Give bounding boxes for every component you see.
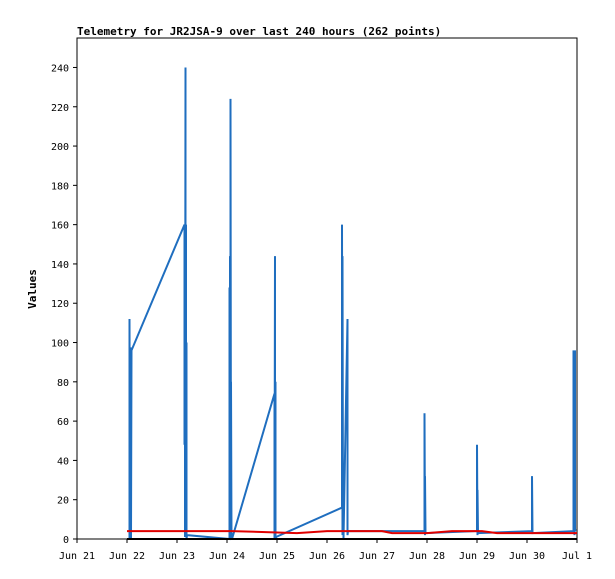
x-tick-label: Jun 22 [109,551,145,562]
y-tick-label: 160 [51,221,69,232]
x-tick-label: Jun 29 [459,551,495,562]
x-tick-label: Jun 27 [359,551,395,562]
y-tick-label: 80 [57,378,69,389]
y-tick-label: 40 [57,456,69,467]
x-tick-label: Jun 24 [209,551,245,562]
plot-area-frame [76,37,578,540]
y-tick-label: 100 [51,339,69,350]
y-tick-label: 140 [51,260,69,271]
y-tick-label: 20 [57,496,69,507]
y-tick-label: 200 [51,142,69,153]
chart-title: Telemetry for JR2JSA-9 over last 240 hou… [77,25,441,38]
y-axis-label: Values [26,269,39,309]
x-tick-label: Jun 30 [509,551,545,562]
y-tick-label: 120 [51,299,69,310]
x-tick-label: Jun 23 [159,551,195,562]
x-tick-label: Jul 1 [562,551,592,562]
x-tick-label: Jun 21 [59,551,95,562]
y-axis-ticks: 0 20 40 60 80 100 120 140 160 180 200 220 240 [51,63,77,546]
y-tick-label: 60 [57,417,69,428]
y-tick-label: 220 [51,103,69,114]
series-line-0 [128,67,577,541]
series-line-1 [127,530,577,535]
x-tick-label: Jun 26 [309,551,345,562]
x-axis-ticks: Jun 21 Jun 22 Jun 23 Jun 24 Jun 25 Jun 26 Jun … [59,539,592,562]
x-tick-label: Jun 28 [409,551,445,562]
y-tick-label: 240 [51,63,69,74]
x-tick-label: Jun 25 [259,551,295,562]
y-tick-label: 180 [51,181,69,192]
y-tick-label: 0 [63,535,69,546]
series-layer [127,67,577,541]
